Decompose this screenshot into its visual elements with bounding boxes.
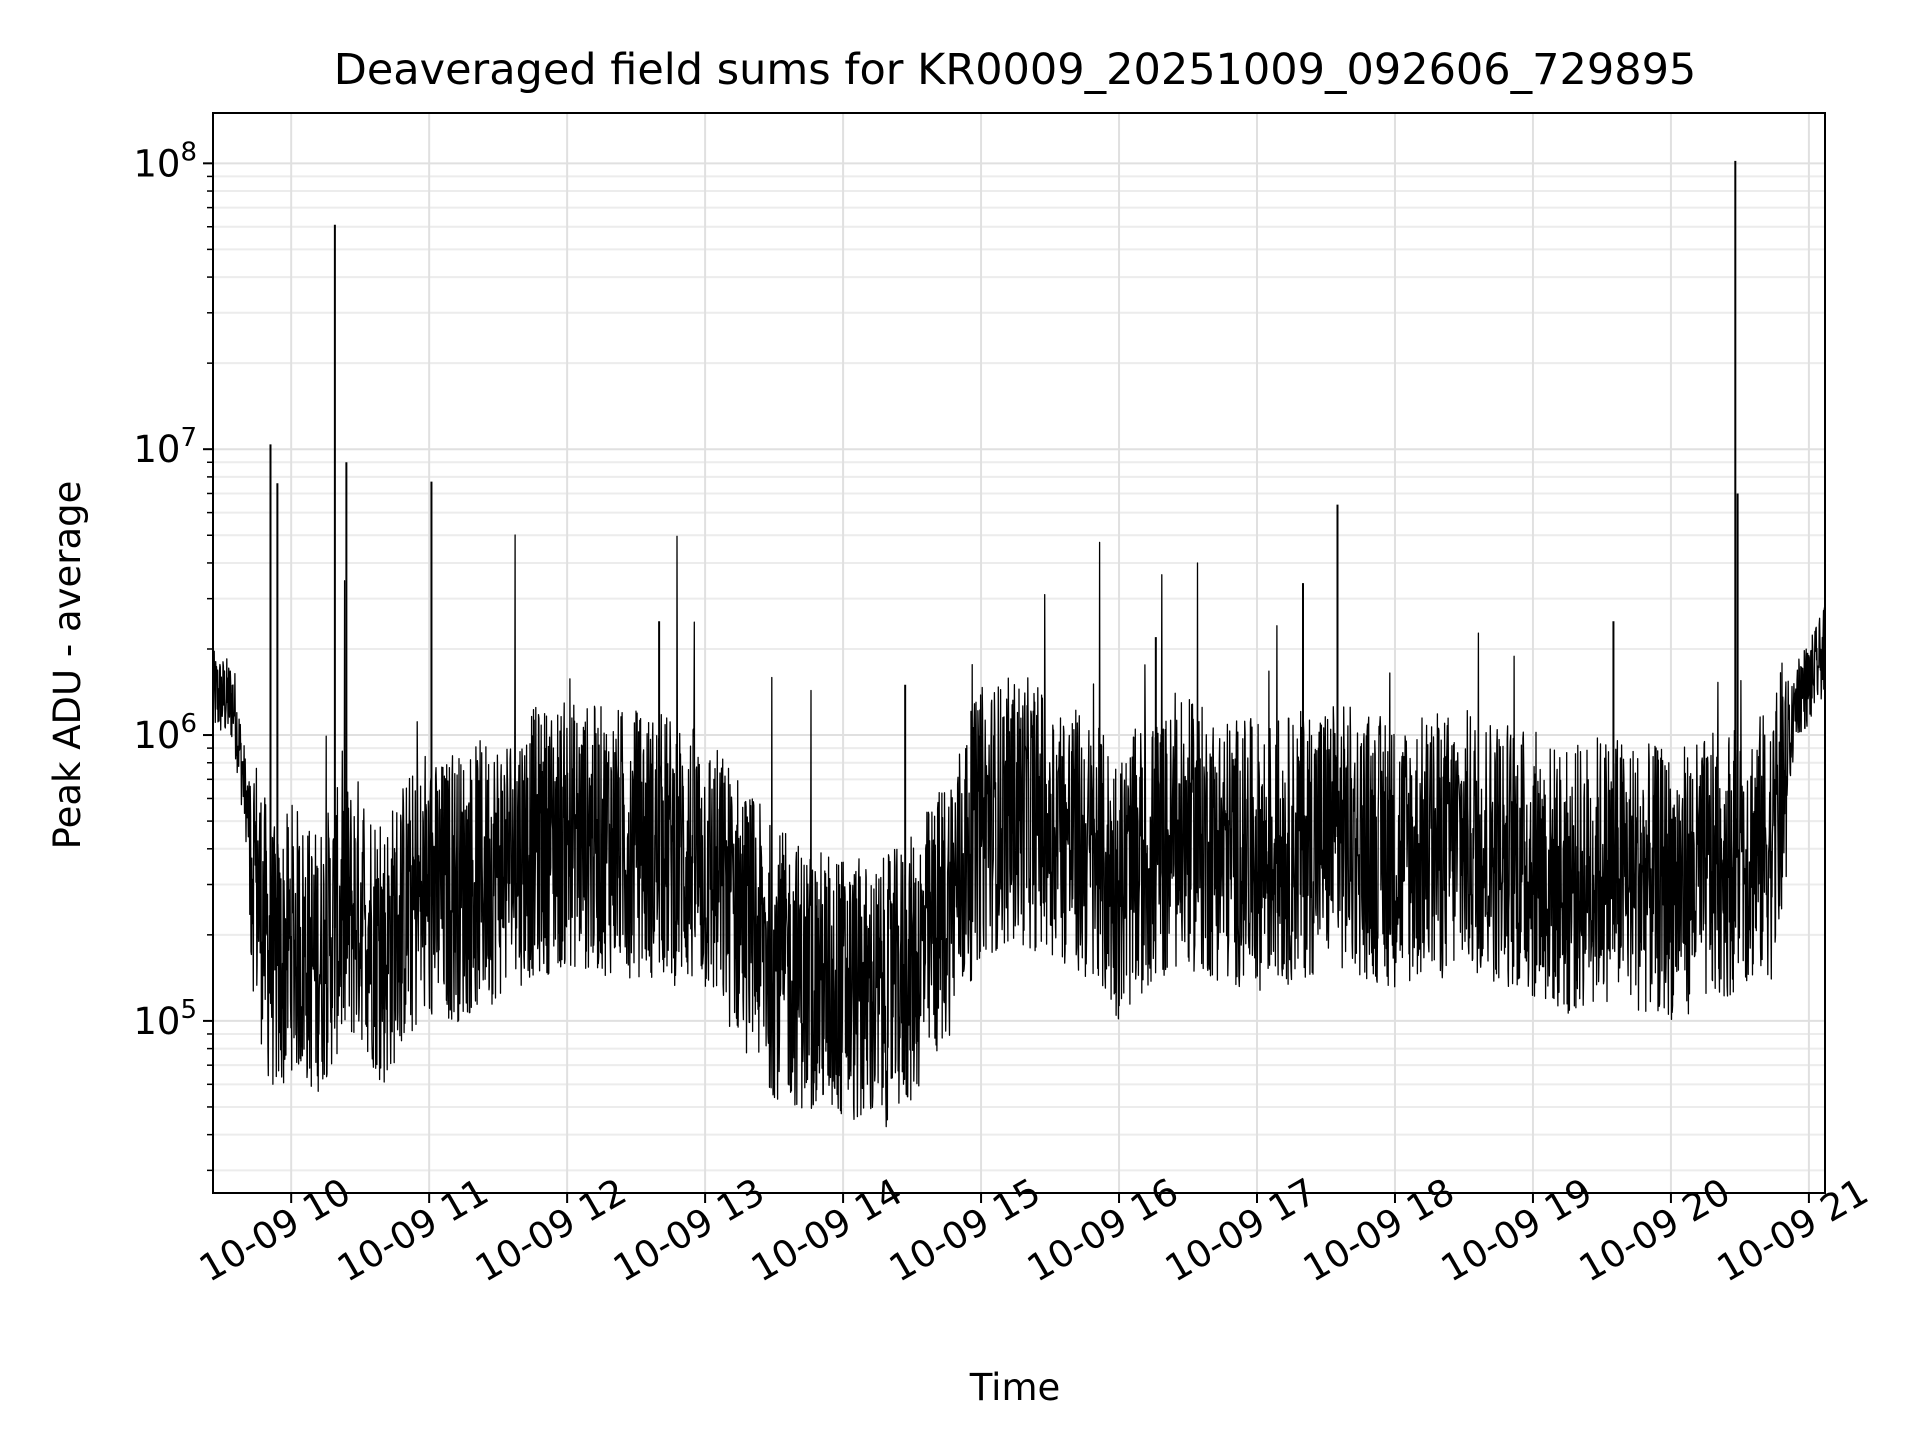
- x-tick-label: 10-09 21: [1710, 1170, 1876, 1290]
- chart-title: Deaveraged field sums for KR0009_2025100…: [334, 45, 1697, 95]
- x-axis-label: Time: [969, 1366, 1061, 1409]
- y-tick-label: 108: [133, 137, 197, 185]
- x-tick-label: 10-09 11: [330, 1170, 496, 1290]
- x-tick-label: 10-09 17: [1158, 1170, 1324, 1290]
- x-tick-label: 10-09 15: [882, 1170, 1048, 1290]
- x-tick-label: 10-09 10: [192, 1170, 358, 1290]
- y-tick-label: 107: [133, 423, 197, 471]
- data-series: [212, 160, 1826, 1128]
- x-tick-label: 10-09 12: [468, 1170, 634, 1290]
- x-tick-label: 10-09 14: [744, 1170, 910, 1290]
- x-tick-label: 10-09 16: [1020, 1170, 1186, 1290]
- plot-frame: [212, 112, 1826, 1194]
- y-axis: 105 106 107 108: [133, 137, 213, 1172]
- y-axis-label: Peak ADU - average: [46, 481, 89, 850]
- x-tick-label: 10-09 20: [1572, 1170, 1738, 1290]
- x-tick-label: 10-09 19: [1434, 1170, 1600, 1290]
- grid: [213, 113, 1825, 1193]
- y-tick-label: 105: [133, 995, 197, 1043]
- series-line: [212, 534, 1826, 1128]
- x-tick-label: 10-09 18: [1296, 1170, 1462, 1290]
- y-tick-label: 106: [133, 709, 197, 757]
- x-tick-label: 10-09 13: [606, 1170, 772, 1290]
